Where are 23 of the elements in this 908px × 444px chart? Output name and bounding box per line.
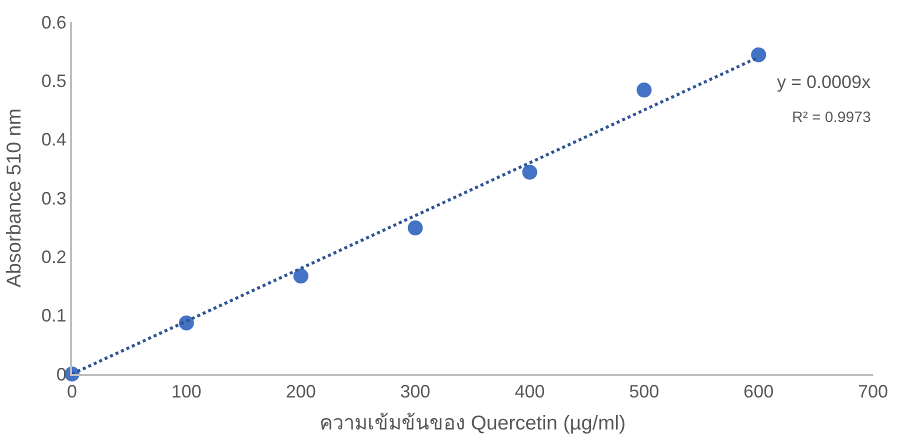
y-tick-label: 0.4 xyxy=(41,130,66,150)
annotation: R² = 0.9973 xyxy=(792,109,871,126)
point xyxy=(408,220,423,236)
x-tick-label: 600 xyxy=(744,382,774,402)
x-tick-label: 500 xyxy=(629,382,660,402)
x-tick-label: 200 xyxy=(286,382,316,402)
y-tick-label: 0.2 xyxy=(41,246,66,267)
y-tick-label: 0 xyxy=(56,364,66,384)
x-axis-title: ความเข้มข้นของ Quercetin (µg/ml) xyxy=(319,412,626,435)
point xyxy=(293,268,308,284)
x-tick-label: 300 xyxy=(400,382,430,402)
point xyxy=(751,47,766,62)
x-tick-label: 400 xyxy=(514,382,545,402)
point xyxy=(636,82,652,98)
y-tick-label: 0.6 xyxy=(41,12,66,32)
y-axis-title: Absorbance 510 nm xyxy=(3,108,26,288)
y-tick-label: 0.5 xyxy=(41,70,66,91)
x-tick-label: 700 xyxy=(858,382,888,402)
y-tick-label: 0.1 xyxy=(41,306,66,326)
x-tick-label: 100 xyxy=(171,382,202,402)
y-tick-label: 0.3 xyxy=(41,188,66,208)
point xyxy=(522,164,538,180)
annotation: y = 0.0009x xyxy=(777,72,871,92)
